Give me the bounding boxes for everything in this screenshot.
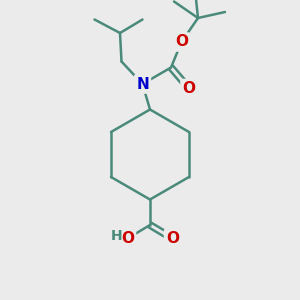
Text: O: O (121, 231, 134, 246)
Text: O: O (175, 34, 188, 50)
Text: N: N (136, 76, 149, 92)
Text: O: O (182, 81, 196, 96)
Text: H: H (111, 229, 123, 242)
Text: O: O (166, 231, 179, 246)
